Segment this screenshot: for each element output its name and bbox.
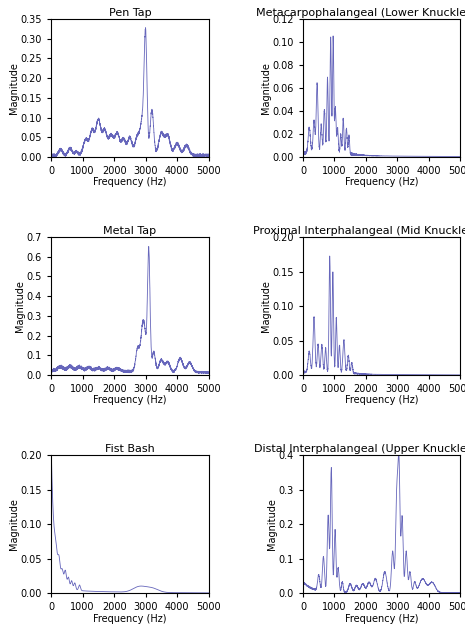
Title: Pen Tap: Pen Tap	[108, 8, 151, 18]
X-axis label: Frequency (Hz): Frequency (Hz)	[345, 613, 418, 623]
X-axis label: Frequency (Hz): Frequency (Hz)	[345, 396, 418, 406]
Title: Metal Tap: Metal Tap	[103, 227, 156, 236]
X-axis label: Frequency (Hz): Frequency (Hz)	[345, 177, 418, 187]
Y-axis label: Magnitude: Magnitude	[9, 62, 19, 114]
Title: Fist Bash: Fist Bash	[105, 444, 155, 454]
Y-axis label: Magnitude: Magnitude	[261, 62, 271, 114]
Title: Distal Interphalangeal (Upper Knuckle) Knock: Distal Interphalangeal (Upper Knuckle) K…	[254, 444, 465, 454]
Y-axis label: Magnitude: Magnitude	[9, 498, 19, 550]
Y-axis label: Magnitude: Magnitude	[267, 498, 277, 550]
X-axis label: Frequency (Hz): Frequency (Hz)	[93, 177, 166, 187]
Y-axis label: Magnitude: Magnitude	[261, 280, 271, 332]
Title: Proximal Interphalangeal (Mid Knuckle) Knock: Proximal Interphalangeal (Mid Knuckle) K…	[253, 227, 465, 236]
Title: Metacarpophalangeal (Lower Knuckle) Knock: Metacarpophalangeal (Lower Knuckle) Knoc…	[256, 8, 465, 18]
X-axis label: Frequency (Hz): Frequency (Hz)	[93, 396, 166, 406]
Y-axis label: Magnitude: Magnitude	[15, 280, 26, 332]
X-axis label: Frequency (Hz): Frequency (Hz)	[93, 613, 166, 623]
